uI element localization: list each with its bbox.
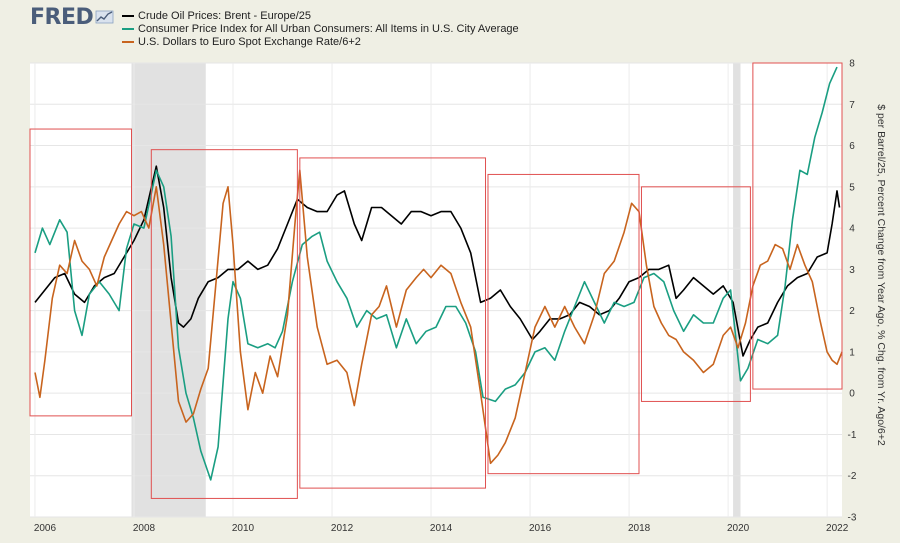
- annotation-box: [29, 128, 132, 417]
- legend-label: Consumer Price Index for All Urban Consu…: [138, 22, 519, 35]
- y-tick-label: -3: [848, 513, 857, 524]
- annotation-box: [487, 173, 640, 475]
- legend-item-cpi: Consumer Price Index for All Urban Consu…: [122, 22, 519, 35]
- legend-item-brent: Crude Oil Prices: Brent - Europe/25: [122, 9, 519, 22]
- recession-band: [733, 63, 741, 517]
- x-tick-label: 2010: [232, 523, 255, 534]
- series-line-2: [34, 169, 843, 465]
- x-tick-label: 2016: [529, 523, 552, 534]
- x-tick-label: 2012: [331, 523, 354, 534]
- x-tick-label: 2014: [430, 523, 453, 534]
- legend-swatch: [122, 40, 134, 43]
- y-tick-label: 1: [849, 347, 855, 358]
- x-tick-label: 2018: [628, 523, 651, 534]
- x-tick-label: 2006: [34, 523, 57, 534]
- x-tick-label: 2020: [727, 523, 750, 534]
- annotation-box: [150, 149, 298, 499]
- logo-text: FRED: [30, 4, 94, 30]
- y-tick-label: 8: [849, 59, 855, 70]
- y-tick-label: 7: [849, 100, 855, 111]
- y-tick-label: 3: [849, 265, 855, 276]
- legend-label: U.S. Dollars to Euro Spot Exchange Rate/…: [138, 35, 361, 48]
- chart-trend-icon: [95, 10, 114, 24]
- chart-legend: Crude Oil Prices: Brent - Europe/25 Cons…: [122, 9, 519, 48]
- series-line-0: [34, 165, 841, 357]
- x-tick-label: 2022: [826, 523, 849, 534]
- y-tick-label: 2: [849, 306, 855, 317]
- y-axis-label: $ per Barrel/25, Percent Change from Yea…: [875, 104, 887, 446]
- legend-item-eurusd: U.S. Dollars to Euro Spot Exchange Rate/…: [122, 35, 519, 48]
- annotation-box: [299, 157, 487, 489]
- y-tick-label: 6: [849, 141, 855, 152]
- legend-label: Crude Oil Prices: Brent - Europe/25: [138, 9, 312, 22]
- annotation-box: [640, 186, 751, 402]
- series-line-1: [34, 66, 838, 481]
- x-tick-label: 2008: [133, 523, 156, 534]
- fred-logo[interactable]: FRED: [30, 4, 115, 30]
- y-tick-label: -1: [848, 430, 857, 441]
- annotation-box: [752, 62, 843, 390]
- y-tick-label: 5: [849, 182, 855, 193]
- y-tick-label: 4: [849, 224, 855, 235]
- legend-swatch: [122, 27, 134, 30]
- legend-swatch: [122, 14, 134, 17]
- y-tick-label: -2: [848, 471, 857, 482]
- y-tick-label: 0: [849, 389, 855, 400]
